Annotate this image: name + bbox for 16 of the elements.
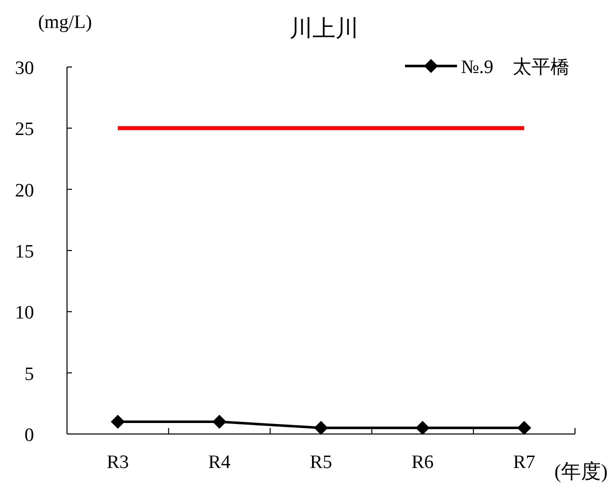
xtick: R4 (208, 452, 230, 473)
ytick: 0 (24, 425, 34, 446)
title: 川上川 (290, 16, 358, 41)
xtick: R7 (513, 452, 536, 473)
legend-text: №.9 太平橋 (461, 57, 570, 78)
xlabel: (年度) (554, 461, 608, 483)
xtick: R3 (106, 452, 129, 473)
ytick: 15 (15, 242, 34, 262)
ytick: 30 (15, 58, 34, 79)
ytick: 10 (15, 302, 34, 324)
ylabel: (mg/L) (38, 12, 92, 33)
ytick: 5 (24, 364, 34, 385)
xtick: R5 (310, 452, 332, 473)
ytick: 25 (15, 119, 34, 140)
ytick: 20 (15, 180, 34, 202)
xtick: R6 (412, 452, 434, 473)
